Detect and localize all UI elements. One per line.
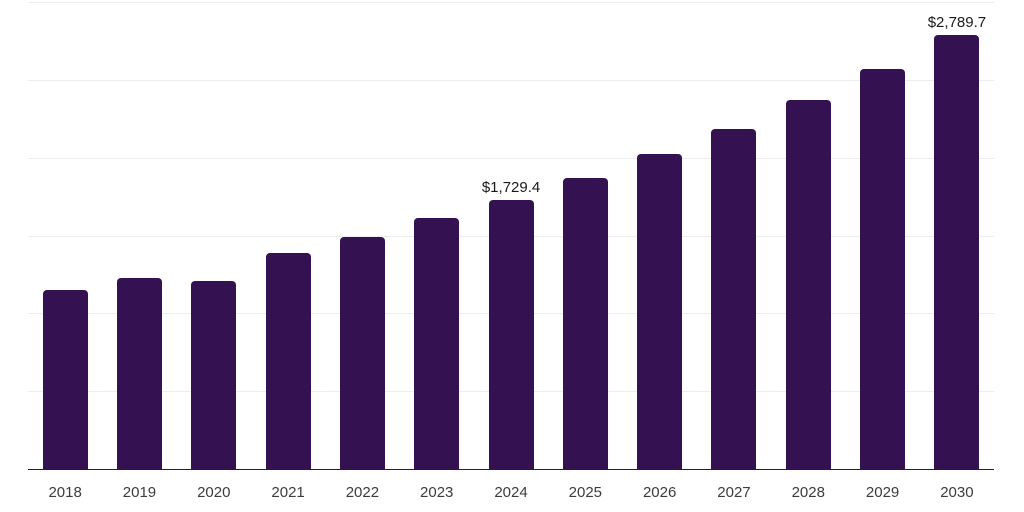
- gridline: [28, 79, 994, 81]
- bar-slot: [28, 2, 102, 469]
- bar-2028: [785, 100, 831, 469]
- bar-slot: [697, 2, 771, 469]
- x-tick-label-2023: 2023: [420, 484, 454, 501]
- bar-2023: [414, 218, 460, 469]
- bar-2022: [339, 237, 385, 469]
- bar-2027: [711, 128, 757, 469]
- x-tick-label-2026: 2026: [642, 484, 677, 501]
- bar-2030: $2,789.7: [928, 15, 986, 469]
- data-label-2030: $2,789.7: [927, 13, 987, 31]
- bar-2026: [637, 153, 683, 469]
- bar-2020: [191, 280, 237, 469]
- bar-2029: [860, 68, 906, 469]
- x-tick-label-2020: 2020: [197, 484, 231, 501]
- bar-slot: [400, 2, 474, 469]
- bar-slot: [548, 2, 622, 469]
- x-tick-label-2030: 2030: [940, 484, 974, 501]
- bar-2018: [42, 289, 88, 469]
- bar-slot: [251, 2, 325, 469]
- bar-slot: [845, 2, 919, 469]
- bar-slot: $2,789.7: [920, 2, 994, 469]
- x-tick-label-2025: 2025: [568, 484, 603, 501]
- bar-2024: $1,729.4: [482, 180, 540, 469]
- gridline: [28, 2, 994, 3]
- x-tick-label-2018: 2018: [48, 484, 82, 501]
- bar-slot: [771, 2, 845, 469]
- data-label-2024: $1,729.4: [481, 178, 541, 196]
- bar-2025: [562, 177, 608, 469]
- bar-slot: [623, 2, 697, 469]
- x-tick-label-2019: 2019: [122, 484, 157, 501]
- x-axis-labels: 2018 2019 2020 2021 2022 2023 2024 2025 2026 2027…: [28, 484, 994, 502]
- x-tick-label-2029: 2029: [865, 484, 900, 501]
- plot-area: $1,729.4 $2,789.7: [28, 2, 994, 470]
- x-tick-label-2021: 2021: [271, 484, 305, 501]
- bar-slot: [102, 2, 176, 469]
- bar-slot: [177, 2, 251, 469]
- bar-slot: $1,729.4: [474, 2, 548, 469]
- bars-container: $1,729.4 $2,789.7: [28, 2, 994, 469]
- bar-2021: [265, 253, 311, 469]
- x-tick-label-2027: 2027: [717, 484, 751, 501]
- x-tick-label-2024: 2024: [494, 484, 528, 501]
- bar-slot: [325, 2, 399, 469]
- x-tick-label-2028: 2028: [791, 484, 825, 501]
- x-tick-label-2022: 2022: [345, 484, 380, 501]
- bar-2019: [116, 277, 162, 469]
- gridline: [28, 157, 994, 159]
